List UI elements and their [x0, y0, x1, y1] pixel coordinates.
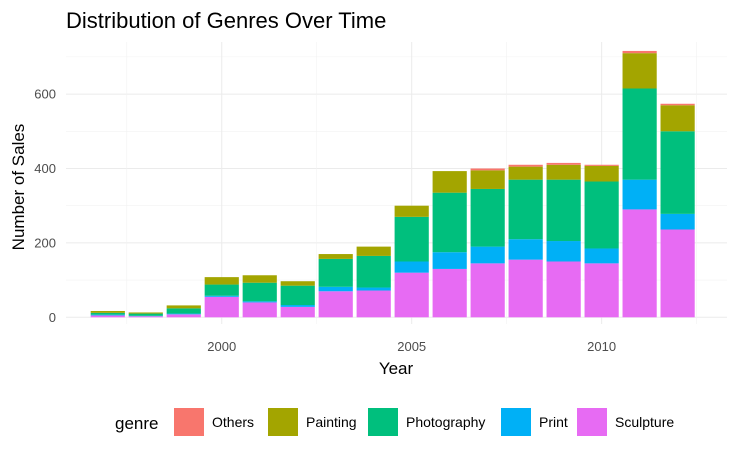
bar-print-2008 — [508, 239, 543, 260]
bar-others-2011 — [622, 50, 657, 54]
bar-print-2012 — [660, 213, 695, 230]
bar-sculpture-2007 — [470, 263, 505, 318]
bar-sculpture-2011 — [622, 209, 657, 318]
bar-sculpture-2006 — [432, 268, 467, 318]
y-axis-title: Number of Sales — [9, 124, 28, 251]
bar-others-2009 — [546, 162, 581, 165]
legend-key-photography — [368, 408, 398, 436]
legend-label-painting: Painting — [306, 414, 357, 430]
legend-title: genre — [115, 414, 158, 433]
bar-photography-2005 — [394, 216, 429, 262]
bar-print-2011 — [622, 179, 657, 210]
bar-sculpture-2009 — [546, 261, 581, 318]
bar-print-1999 — [166, 313, 201, 315]
bar-painting-2005 — [394, 205, 429, 217]
y-tick-label: 400 — [34, 161, 56, 176]
bar-painting-2010 — [584, 165, 619, 182]
bar-photography-2011 — [622, 88, 657, 180]
grid — [66, 42, 727, 324]
bar-photography-2002 — [280, 285, 315, 306]
legend-label-sculpture: Sculpture — [615, 414, 674, 430]
bar-others-2010 — [584, 164, 619, 166]
bar-painting-2003 — [318, 254, 353, 259]
bar-sculpture-2001 — [242, 302, 277, 318]
legend-key-painting — [268, 408, 298, 436]
bar-sculpture-2010 — [584, 263, 619, 318]
legend: genre Others Painting Photography Print Scul… — [115, 408, 674, 436]
bar-sculpture-1999 — [166, 314, 201, 318]
bar-print-2006 — [432, 252, 467, 269]
bar-painting-1999 — [166, 305, 201, 309]
bar-print-2004 — [356, 287, 391, 291]
bar-print-2002 — [280, 305, 315, 307]
bar-photography-2008 — [508, 179, 543, 240]
bar-sculpture-2005 — [394, 272, 429, 318]
chart-title: Distribution of Genres Over Time — [66, 8, 386, 33]
bar-painting-2011 — [622, 53, 657, 89]
bar-others-2012 — [660, 103, 695, 106]
bar-print-2009 — [546, 241, 581, 262]
bar-photography-2003 — [318, 258, 353, 287]
bar-photography-2006 — [432, 192, 467, 253]
bar-painting-1997 — [90, 310, 125, 313]
bar-photography-1997 — [90, 312, 125, 315]
bar-sculpture-1997 — [90, 315, 125, 318]
bar-photography-1998 — [128, 313, 163, 316]
bar-photography-2004 — [356, 255, 391, 288]
x-tick-label: 2000 — [207, 339, 236, 354]
bar-painting-2012 — [660, 105, 695, 132]
bar-print-1997 — [90, 314, 125, 316]
y-axis-ticks: 0 200 400 600 — [34, 87, 56, 325]
bar-painting-2006 — [432, 171, 467, 193]
legend-key-sculpture — [577, 408, 607, 436]
bar-others-2008 — [508, 164, 543, 167]
bar-painting-2002 — [280, 281, 315, 286]
legend-key-others — [174, 408, 204, 436]
bar-painting-2008 — [508, 166, 543, 180]
x-tick-label: 2005 — [397, 339, 426, 354]
bar-print-2000 — [204, 295, 239, 297]
bar-print-2003 — [318, 286, 353, 292]
bar-photography-2012 — [660, 131, 695, 214]
x-tick-label: 2010 — [587, 339, 616, 354]
y-tick-label: 600 — [34, 87, 56, 102]
y-tick-label: 200 — [34, 235, 56, 250]
bar-photography-1999 — [166, 308, 201, 314]
bar-sculpture-2004 — [356, 290, 391, 318]
bar-photography-2001 — [242, 282, 277, 302]
bar-sculpture-2012 — [660, 229, 695, 318]
bar-photography-2010 — [584, 181, 619, 249]
bar-sculpture-2003 — [318, 291, 353, 318]
y-tick-label: 0 — [49, 310, 56, 325]
bar-painting-2000 — [204, 277, 239, 285]
bar-print-2007 — [470, 246, 505, 264]
legend-label-others: Others — [212, 414, 254, 430]
legend-label-print: Print — [539, 414, 568, 430]
bar-painting-2007 — [470, 170, 505, 189]
bar-sculpture-2002 — [280, 306, 315, 318]
bars — [90, 50, 695, 318]
bar-print-2010 — [584, 248, 619, 264]
bar-painting-2004 — [356, 246, 391, 256]
bar-painting-1998 — [128, 312, 163, 314]
bar-painting-2001 — [242, 275, 277, 283]
bar-photography-2000 — [204, 284, 239, 296]
bar-others-2007 — [470, 168, 505, 171]
bar-photography-2009 — [546, 179, 581, 242]
bar-print-2005 — [394, 261, 429, 273]
bar-sculpture-1998 — [128, 316, 163, 318]
bar-photography-2007 — [470, 188, 505, 247]
x-axis-ticks: 2000 2005 2010 — [207, 339, 616, 354]
bar-sculpture-2000 — [204, 296, 239, 318]
legend-key-print — [501, 408, 531, 436]
legend-label-photography: Photography — [406, 414, 485, 430]
bar-sculpture-2008 — [508, 259, 543, 318]
bar-painting-2009 — [546, 164, 581, 180]
bar-print-2001 — [242, 301, 277, 303]
x-axis-title: Year — [379, 359, 414, 378]
